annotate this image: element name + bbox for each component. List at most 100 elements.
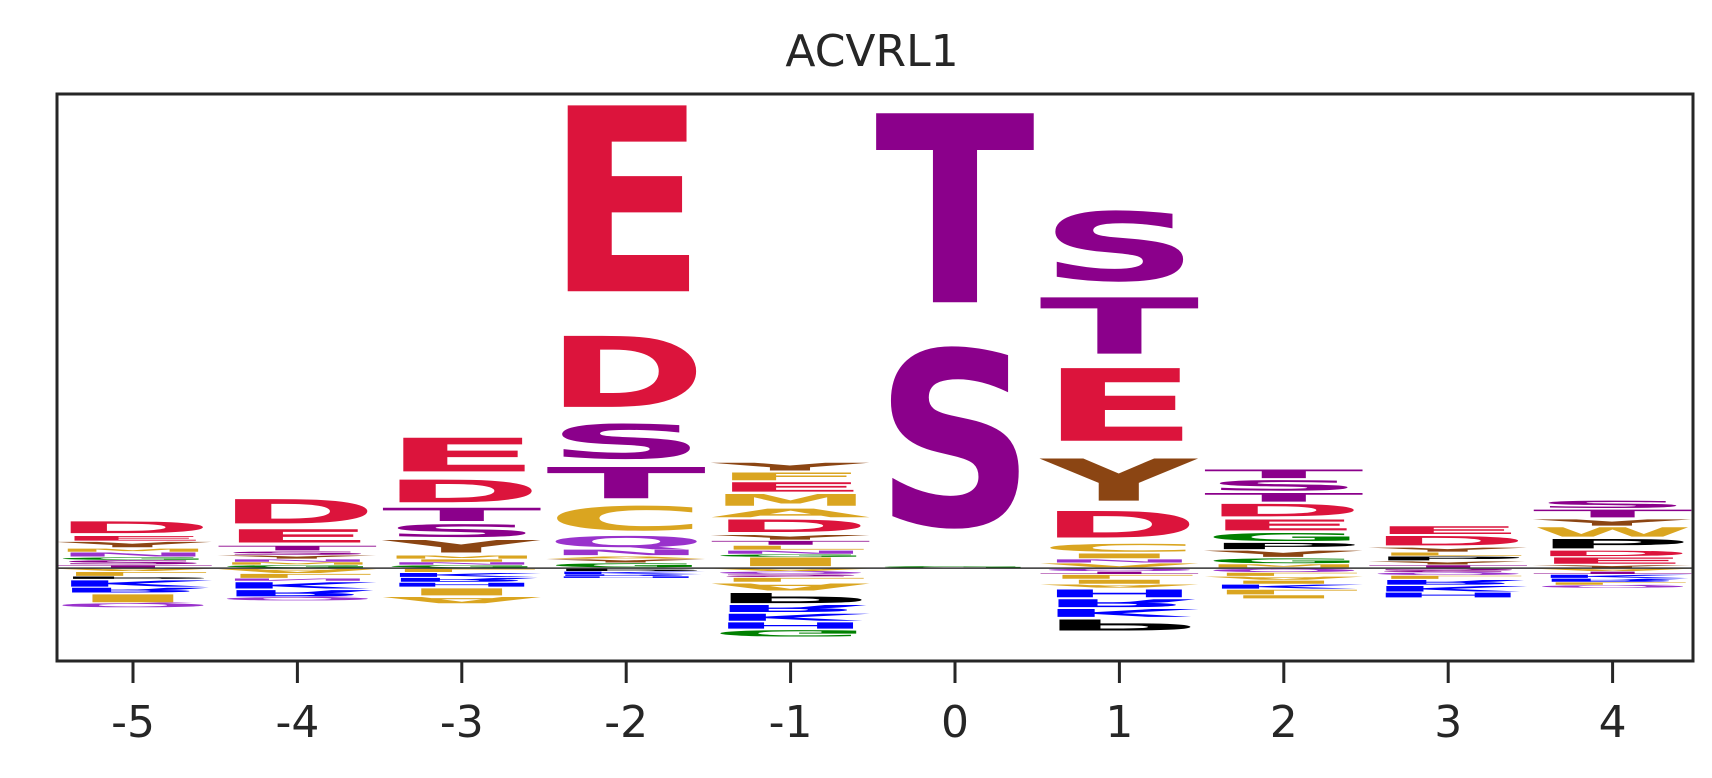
logo-letter-i-pos-1-p0: I — [711, 555, 871, 569]
logo-letter-y-pos-1-p11: Y — [710, 461, 870, 473]
logo-letter-i-pos2-n6: I — [1204, 594, 1364, 599]
logo-letter-g-pos0-p0: G — [875, 566, 1035, 569]
logo-letter-k-pos-3-n1: K — [382, 572, 542, 578]
logo-letter-a-pos1-n4: A — [1039, 583, 1199, 588]
logo-letter-g-pos-4-p0: G — [217, 565, 377, 569]
logo-letter-s-pos-1-n2: S — [711, 574, 871, 578]
logo-letter-r-pos-2-n2: R — [546, 574, 706, 576]
logo-letter-p-pos1-n8: P — [1039, 616, 1199, 633]
logo-letter-v-pos1-p0: V — [1039, 562, 1199, 568]
logo-letter-d-pos1-p4: D — [1039, 504, 1199, 547]
logo-letter-k-pos-5-n3: K — [53, 578, 213, 588]
logo-letter-s-pos-4-p4: S — [217, 551, 377, 556]
logo-letter-q-pos-2-p4: Q — [546, 533, 706, 550]
logo-letter-a-pos-3-n5: A — [382, 595, 542, 605]
logo-letter-l-pos-1-n3: L — [711, 577, 871, 583]
x-tick-label-0: 0 — [941, 697, 969, 748]
logo-letter-k-pos-4-n3: K — [217, 580, 377, 590]
logo-letter-i-pos-5-n5: I — [53, 592, 213, 604]
x-tick-label-1: 1 — [1105, 697, 1133, 748]
logo-letter-t-pos-5-p0: T — [53, 565, 213, 569]
logo-letter-d-pos4-p2: D — [1533, 549, 1693, 558]
logo-letter-s-pos0-p1: S — [875, 302, 1035, 583]
logo-letter-l-pos2-n5: L — [1204, 588, 1364, 595]
logo-letter-y-pos2-p2: Y — [1203, 549, 1363, 559]
logo-letter-d-pos2-p6: D — [1204, 501, 1364, 521]
logo-letter-y-pos3-p4: Y — [1368, 547, 1528, 553]
logo-letter-g-pos2-p4: G — [1204, 531, 1364, 543]
logo-letter-n-pos-2-p3: N — [546, 548, 706, 557]
logo-letter-q-pos4-n5: Q — [1533, 585, 1693, 589]
logo-letter-k-pos3-n4: K — [1368, 584, 1528, 593]
logo-letter-e-pos-5-p6: E — [53, 535, 213, 542]
logo-letter-p-pos-5-n2: P — [53, 576, 213, 580]
logo-letter-l-pos-1-p3: L — [711, 545, 871, 551]
logo-letter-f-pos-1-p10: F — [711, 470, 871, 482]
logo-letter-t-pos3-p0: T — [1368, 565, 1528, 569]
x-ticks: -5 -4 -3 -2 -1 0 1 2 3 4 — [111, 661, 1627, 748]
logo-letter-e-pos1-p6: E — [1039, 349, 1199, 465]
logo-letter-h-pos-3-n3: H — [382, 581, 542, 587]
logo-letter-t-pos2-p7: T — [1204, 491, 1364, 505]
logo-letter-h-pos-2-n3: H — [546, 576, 706, 578]
logo-letter-r-pos4-n3: R — [1533, 578, 1693, 583]
logo-letter-d-pos-2-p8: D — [546, 317, 706, 431]
logo-letter-s-pos-2-p7: S — [546, 415, 706, 470]
logo-letter-t-pos2-p9: T — [1204, 467, 1364, 481]
logo-letter-l-pos-5-n1: L — [53, 571, 213, 577]
logo-letter-l-pos-4-n1: L — [217, 573, 377, 579]
logo-letter-a-pos2-n2: A — [1204, 576, 1364, 581]
logo-letter-y-pos3-p1: Y — [1368, 560, 1528, 565]
logo-letter-y-pos-5-p5: Y — [52, 540, 212, 549]
logo-letter-i-pos1-n3: I — [1039, 579, 1199, 585]
logo-letter-l-pos-3-n0: L — [382, 568, 542, 573]
logo-letter-s-pos-3-p5: S — [382, 521, 542, 541]
logo-letter-i-pos-3-p2: I — [382, 559, 542, 563]
logo-letter-s-pos4-p7: S — [1533, 499, 1693, 510]
logo-letter-w-pos4-p4: W — [1533, 525, 1693, 540]
logo-letter-e-pos-1-p9: E — [711, 480, 871, 495]
logo-letter-n-pos-1-p2: N — [711, 550, 871, 555]
logo-letter-r-pos3-n3: R — [1368, 578, 1528, 585]
logo-letter-e-pos4-p1: E — [1533, 556, 1693, 566]
logo-letter-t-pos-3-p6: T — [382, 504, 542, 525]
logo-letter-r-pos-1-n6: R — [711, 603, 871, 614]
logo-letter-y-pos-3-p4: Y — [381, 537, 542, 557]
logo-letter-m-pos-5-p4: M — [53, 548, 213, 553]
logo-letter-g-pos2-p1: G — [1204, 557, 1364, 565]
logo-letter-t-pos4-p6: T — [1533, 508, 1693, 520]
logo-letter-m-pos-1-p8: M — [711, 491, 871, 510]
logo-letter-k-pos1-n7: K — [1039, 607, 1199, 619]
logo-letter-t-pos4-n1: T — [1533, 571, 1693, 575]
logo-letter-n-pos-4-n2: N — [217, 578, 377, 582]
x-tick-label--5: -5 — [111, 697, 155, 748]
x-tick-label-2: 2 — [1270, 697, 1298, 748]
logo-letter-s-pos1-p8: S — [1039, 194, 1199, 303]
logo-letter-e-pos-4-p6: E — [217, 526, 377, 547]
logo-letter-g-pos-1-n9: G — [711, 628, 871, 638]
logo-letter-y-pos-4-p3: Y — [217, 555, 377, 560]
logo-letter-y-pos-2-p1: Y — [546, 559, 706, 564]
logo-letter-n-pos-4-p2: N — [217, 559, 377, 563]
logo-letter-d-pos-3-p7: D — [382, 473, 542, 509]
plot-frame — [55, 92, 1695, 663]
logo-letter-q-pos-1-n1: Q — [711, 571, 871, 575]
logo-letter-a-pos-4-n0: A — [217, 568, 377, 574]
x-tick-label--2: -2 — [604, 697, 648, 748]
logo-letter-l-pos1-n2: L — [1039, 574, 1199, 580]
logo-letter-e-pos3-p6: E — [1368, 524, 1528, 536]
x-tick-label--4: -4 — [275, 697, 319, 748]
logo-letter-k-pos2-n4: K — [1204, 583, 1364, 589]
logo-letter-p-pos2-p3: P — [1204, 541, 1364, 551]
logo-letter-d-pos-5-p7: D — [53, 518, 213, 537]
logo-letter-a-pos-1-p7: A — [711, 506, 871, 520]
logo-letter-d-pos3-p5: D — [1368, 534, 1528, 549]
logo-letter-e-pos2-p5: E — [1204, 517, 1364, 534]
logo-letter-k-pos-2-n1: K — [546, 571, 706, 575]
logo-letter-g-pos-3-p0: G — [382, 565, 542, 569]
logo-letter-m-pos2-p0: M — [1204, 563, 1364, 568]
logo-letter-h-pos-1-n8: H — [711, 620, 871, 630]
logo-letter-s-pos3-n0: S — [1368, 568, 1528, 573]
